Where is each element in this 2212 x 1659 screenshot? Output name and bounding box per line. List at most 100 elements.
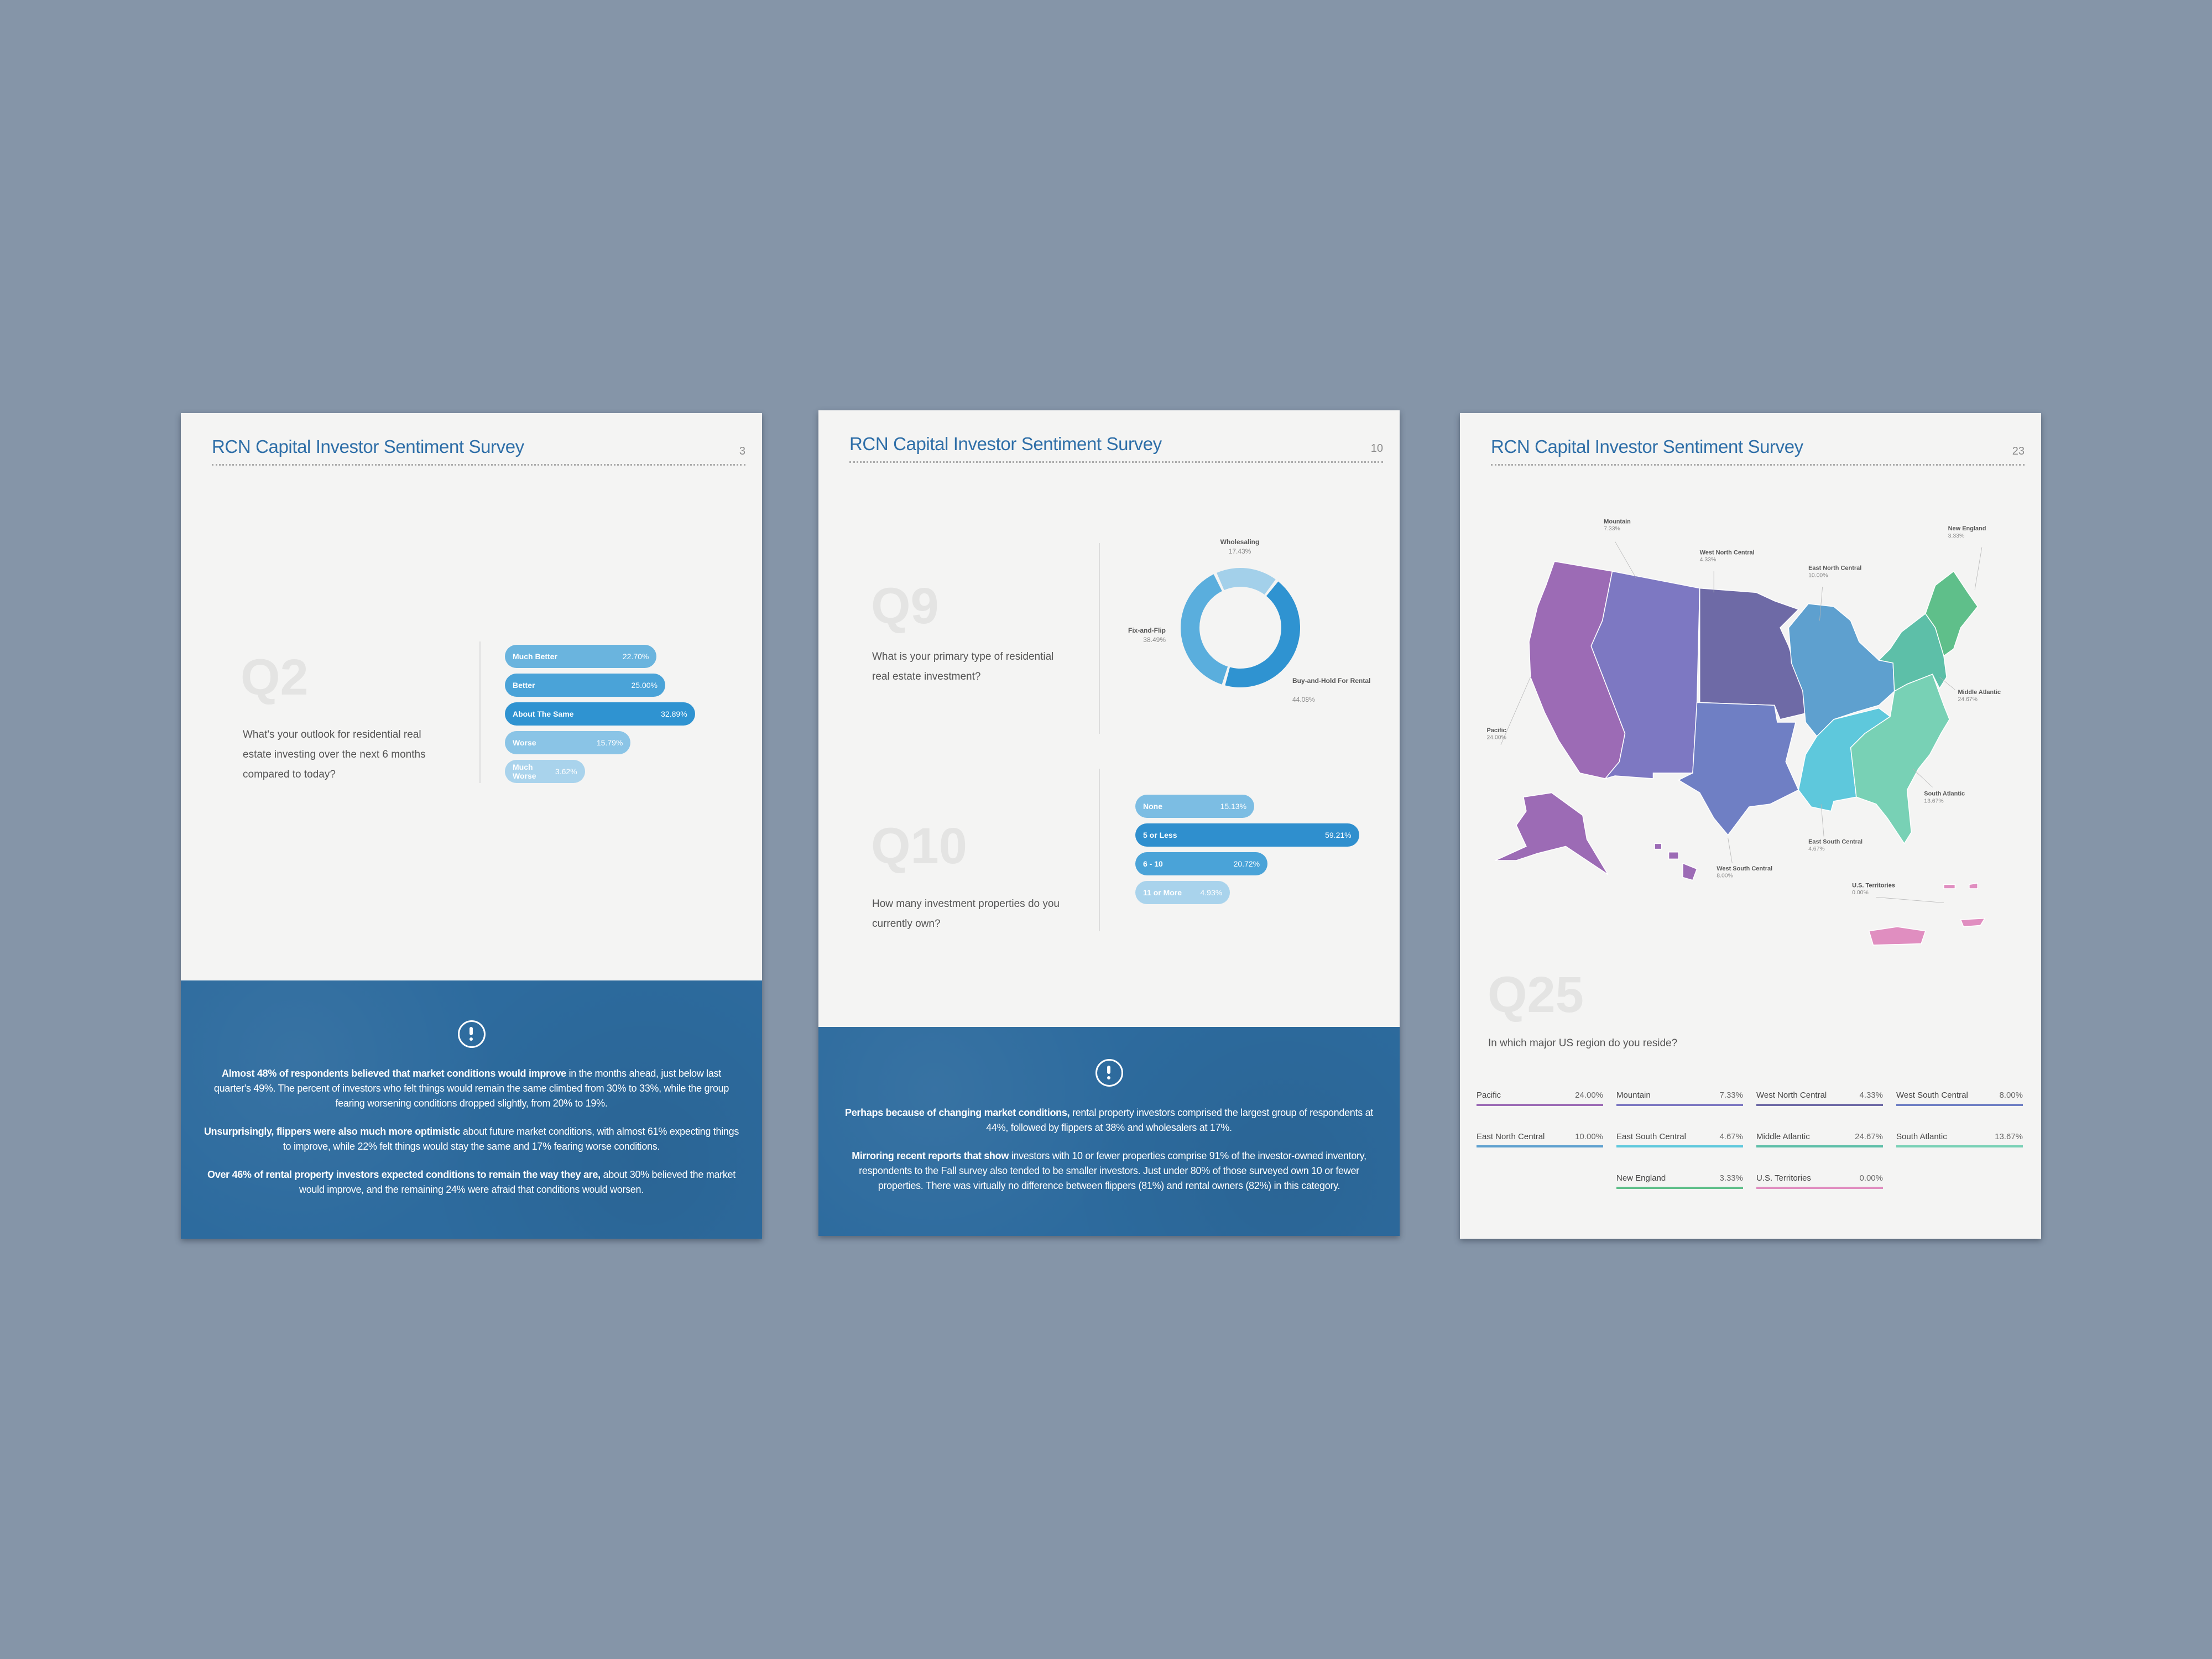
insight-text: Almost 48% of respondents believed that … [203,1066,740,1211]
legend-label: New England [1616,1173,1666,1183]
insight-paragraph: Mirroring recent reports that show inves… [841,1149,1378,1193]
map-region-value: 7.33% [1604,526,1620,532]
bar-label: 5 or Less [1143,831,1177,839]
leader-line [1819,587,1823,621]
insight-text: Perhaps because of changing market condi… [841,1105,1378,1207]
legend-label: East North Central [1477,1132,1545,1141]
question-number: Q10 [871,818,967,874]
legend-label: West North Central [1756,1091,1827,1100]
vertical-divider [479,641,481,783]
map-region-value: 4.67% [1808,846,1825,852]
leader-line [1615,541,1637,578]
bar-value: 15.13% [1220,802,1247,811]
insight-lead: Over 46% of rental property investors ex… [207,1169,601,1180]
vertical-divider [1099,769,1100,931]
bar-label: Much Worse [513,763,536,780]
legend-item: West South Central 8.00% [1896,1091,2023,1106]
map-region [1654,843,1662,850]
legend-item: New England 3.33% [1616,1173,1743,1189]
map-region-label: Pacific [1486,727,1506,734]
map-region-label: West North Central [1700,549,1755,556]
map-region [1668,851,1679,860]
legend-item: U.S. Territories 0.00% [1756,1173,1883,1189]
bar: Better 25.00% [505,674,665,697]
map-region-value: 4.33% [1700,557,1717,563]
legend-swatch [1756,1145,1883,1147]
donut-slice [1217,568,1276,595]
insight-lead: Almost 48% of respondents believed that … [222,1068,566,1079]
legend-value: 8.00% [1999,1091,2023,1100]
legend-value: 3.33% [1719,1173,1743,1183]
legend-value: 0.00% [1859,1173,1883,1183]
insight-paragraph: Almost 48% of respondents believed that … [203,1066,740,1111]
page-3: RCN Capital Investor Sentiment Survey 3 … [181,413,762,1239]
legend-value: 7.33% [1719,1091,1743,1100]
legend-swatch [1756,1187,1883,1189]
legend-swatch [1616,1187,1743,1189]
bar-value: 4.93% [1200,888,1223,897]
legend-swatch [1477,1145,1603,1147]
bar-value: 59.21% [1325,831,1352,839]
bar-value: 22.70% [622,652,649,661]
bar-label: About The Same [513,709,574,718]
legend-swatch [1896,1104,2023,1106]
map-region-label: East North Central [1808,565,1861,571]
bar: 6 - 10 20.72% [1135,852,1268,875]
question-text: In which major US region do you reside? [1488,1037,1678,1049]
map-region [1969,882,1978,889]
insight-lead: Mirroring recent reports that show [852,1150,1009,1161]
bar-label: Worse [513,738,536,747]
donut-value-label: 17.43% [1229,547,1251,555]
dotted-divider [1491,464,2025,466]
legend-label: Pacific [1477,1091,1501,1100]
insight-lead: Unsurprisingly, flippers were also much … [204,1126,461,1137]
bar-value: 20.72% [1233,859,1260,868]
leader-line [1912,768,1933,787]
map-region [1943,884,1956,889]
vertical-divider [1099,543,1100,734]
map-region-label: South Atlantic [1924,791,1965,797]
question-number: Q2 [241,649,309,706]
page-header-title: RCN Capital Investor Sentiment Survey [1491,436,1803,457]
map-region [1788,603,1895,737]
bar-label: 6 - 10 [1143,859,1163,868]
alert-circle-icon [1095,1059,1123,1087]
map-region-value: 13.67% [1924,798,1943,804]
legend-value: 10.00% [1575,1132,1603,1141]
legend-value: 4.67% [1719,1132,1743,1141]
legend-item: Mountain 7.33% [1616,1091,1743,1106]
legend-label: Mountain [1616,1091,1651,1100]
page-header-title: RCN Capital Investor Sentiment Survey [849,434,1162,454]
question-text: What is your primary type of residential… [872,651,1054,682]
map-region [1677,702,1799,836]
donut-value-label: 38.49% [1143,636,1166,644]
leader-line [1500,677,1531,745]
map-region-value: 24.00% [1486,735,1506,741]
insight-body: about 30% believed the market would impr… [299,1169,735,1195]
bar: None 15.13% [1135,795,1255,818]
legend-item: East North Central 10.00% [1477,1132,1603,1147]
map-region-value: 0.00% [1852,890,1869,896]
bar: Worse 15.79% [505,731,631,754]
map-region-value: 3.33% [1948,533,1965,539]
legend-value: 24.67% [1855,1132,1883,1141]
map-region-label: East South Central [1808,838,1863,845]
legend-item: South Atlantic 13.67% [1896,1132,2023,1147]
legend-swatch [1756,1104,1883,1106]
legend-item: East South Central 4.67% [1616,1132,1743,1147]
page-number: 10 [1370,442,1383,455]
question-text: What's your outlook for residential real… [243,729,426,780]
insight-body: investors with 10 or fewer properties co… [859,1150,1366,1191]
bar-label: 11 or More [1143,888,1182,897]
legend-swatch [1616,1104,1743,1106]
legend-item: West North Central 4.33% [1756,1091,1883,1106]
legend-item: Pacific 24.00% [1477,1091,1603,1106]
page-header-title: RCN Capital Investor Sentiment Survey [212,436,524,457]
insight-lead: Perhaps because of changing market condi… [844,1107,1070,1118]
map-region-label: Mountain [1604,518,1631,525]
dotted-divider [212,464,745,466]
question-number: Q25 [1488,967,1584,1023]
map-region-value: 10.00% [1808,572,1828,578]
bar-value: 25.00% [631,681,658,690]
leader-line [1939,677,1955,690]
